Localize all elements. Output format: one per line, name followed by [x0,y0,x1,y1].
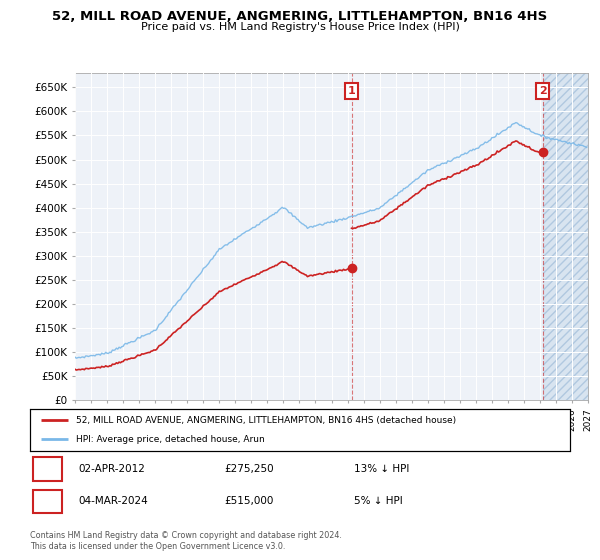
Text: £515,000: £515,000 [224,496,274,506]
Text: 2: 2 [44,496,52,506]
Text: 1: 1 [347,86,355,96]
Text: 5% ↓ HPI: 5% ↓ HPI [354,496,403,506]
Bar [542,73,588,400]
Text: HPI: Average price, detached house, Arun: HPI: Average price, detached house, Arun [76,435,265,444]
Text: 02-APR-2012: 02-APR-2012 [79,464,145,474]
Text: 13% ↓ HPI: 13% ↓ HPI [354,464,409,474]
Text: Contains HM Land Registry data © Crown copyright and database right 2024.: Contains HM Land Registry data © Crown c… [30,531,342,540]
Text: £275,250: £275,250 [224,464,274,474]
Text: Price paid vs. HM Land Registry's House Price Index (HPI): Price paid vs. HM Land Registry's House … [140,22,460,32]
Text: 52, MILL ROAD AVENUE, ANGMERING, LITTLEHAMPTON, BN16 4HS (detached house): 52, MILL ROAD AVENUE, ANGMERING, LITTLEH… [76,416,456,424]
FancyBboxPatch shape [33,458,62,480]
Text: 1: 1 [44,464,52,474]
Text: This data is licensed under the Open Government Licence v3.0.: This data is licensed under the Open Gov… [30,542,286,550]
FancyBboxPatch shape [33,489,62,513]
Text: 52, MILL ROAD AVENUE, ANGMERING, LITTLEHAMPTON, BN16 4HS: 52, MILL ROAD AVENUE, ANGMERING, LITTLEH… [52,10,548,23]
Text: 2: 2 [539,86,547,96]
Text: 04-MAR-2024: 04-MAR-2024 [79,496,148,506]
